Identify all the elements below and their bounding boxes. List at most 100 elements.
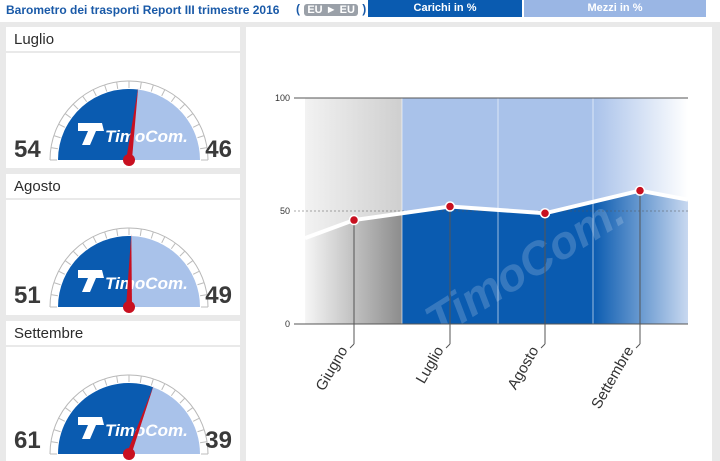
gauge-tick [179,397,186,404]
gauge-tick [58,123,66,128]
gauge-tick [116,81,119,89]
gauge-tick [150,378,154,386]
header-bar: Barometro dei trasporti Report III trime… [0,0,720,22]
timocom-logo: TimoCom. [78,123,188,146]
data-point [444,201,456,212]
gauge-tick [150,231,154,239]
gauge-tick [116,375,119,383]
gauge-needle [126,234,132,308]
gauge-tick [92,236,97,244]
gauge-tick [82,242,88,250]
timocom-logo-text: TimoCom. [105,421,188,440]
gauge-tick [72,103,79,110]
y-tick-label: 100 [275,93,290,103]
gauge-tick [104,84,108,92]
gauge-tick [197,135,205,139]
route-paren-close: ) [362,2,367,16]
timocom-logo-text: TimoCom. [105,274,188,293]
gauge-tick [170,95,176,103]
x-tick-label: Luglio [413,344,448,387]
gauge-tick [192,123,200,128]
gauge-tick [82,95,88,103]
gauge-tick [64,260,72,266]
gauge-tick [161,383,166,391]
loads-percent: 51 [14,282,41,309]
gauge-tick [72,397,79,404]
gauge-needle-hub [123,301,135,313]
gauge-tick [186,113,194,119]
timocom-logo-icon [78,270,104,292]
gauge-loads-sector [58,383,154,454]
gauge-chart: TimoCom. [49,374,209,460]
route-arrow-icon: ► [325,4,337,16]
tab-loads[interactable]: Carichi in % [368,0,522,17]
route-from: EU [307,4,323,16]
gauge-tick [64,407,72,413]
chart-line [304,188,689,240]
gauge-tick [116,228,119,236]
gauge-tick [192,270,200,275]
gauge-tick [179,103,186,110]
timocom-logo: TimoCom. [78,417,188,440]
route-to: EU [339,4,355,16]
gauge-tick [139,81,142,89]
gauge-chart: TimoCom. [49,80,209,166]
gauge-tick [200,441,208,444]
gauge-tick [197,282,205,286]
gauge-tick [200,294,208,297]
drop-line-hook [540,343,546,349]
gauge-tick [186,407,194,413]
gauge-chart: TimoCom. [49,227,209,313]
loads-percent: 54 [14,136,41,163]
gauge-trucks-sector [129,89,200,160]
gauge-panel: TimoCom. 61 39 [6,347,240,461]
gauge-tick [170,389,176,397]
data-point [348,214,360,226]
gauge-tick [72,250,79,257]
gauge-tick [53,135,61,139]
gauge-tick [50,441,58,444]
gauge-tick [50,294,58,297]
gauge-tick [58,417,66,422]
gauge-tick [58,270,66,275]
gauge-tick [150,84,154,92]
trucks-percent: 49 [205,282,232,309]
timocom-logo-text: TimoCom. [105,127,188,146]
gauge-tick [53,429,61,433]
page-title: Barometro dei trasporti Report III trime… [6,3,280,17]
x-tick-label: Settembre [588,344,637,412]
month-label: Agosto [14,178,61,195]
gauge-tick [50,147,58,150]
y-tick-label: 0 [285,319,290,329]
gauge-needle [126,385,154,456]
chart-panel: TimoCom. 0 50 100 Giugno Luglio Agosto Settembr… [246,27,712,461]
gauge-tick [139,228,142,236]
route-selector[interactable]: ( EU ► EU ) [296,2,366,16]
gauge-tick [139,375,142,383]
gauge-tick [92,89,97,97]
gauge-panel: TimoCom. 54 46 [6,53,240,168]
gauge-panel: TimoCom. 51 49 [6,200,240,315]
gauge-tick [179,250,186,257]
month-label-box: Settembre [6,321,240,345]
gauge-tick [161,89,166,97]
gauge-tick [186,260,194,266]
trucks-percent: 39 [205,427,232,454]
gauge-tick [92,383,97,391]
drop-line-hook [445,343,451,349]
month-label: Luglio [14,31,55,48]
gauge-tick [197,429,205,433]
month-label: Settembre [14,325,84,342]
data-point [539,208,551,219]
drop-line-hook [349,343,355,349]
gauge-tick [64,113,72,119]
gauge-tick [104,231,108,239]
route-pill[interactable]: EU ► EU [304,4,358,16]
gauge-tick [82,389,88,397]
timocom-logo-icon [78,123,104,145]
tab-trucks[interactable]: Mezzi in % [524,0,706,17]
x-tick-label: Giugno [313,344,352,394]
gauge-tick [170,242,176,250]
gauge-tick [200,147,208,150]
